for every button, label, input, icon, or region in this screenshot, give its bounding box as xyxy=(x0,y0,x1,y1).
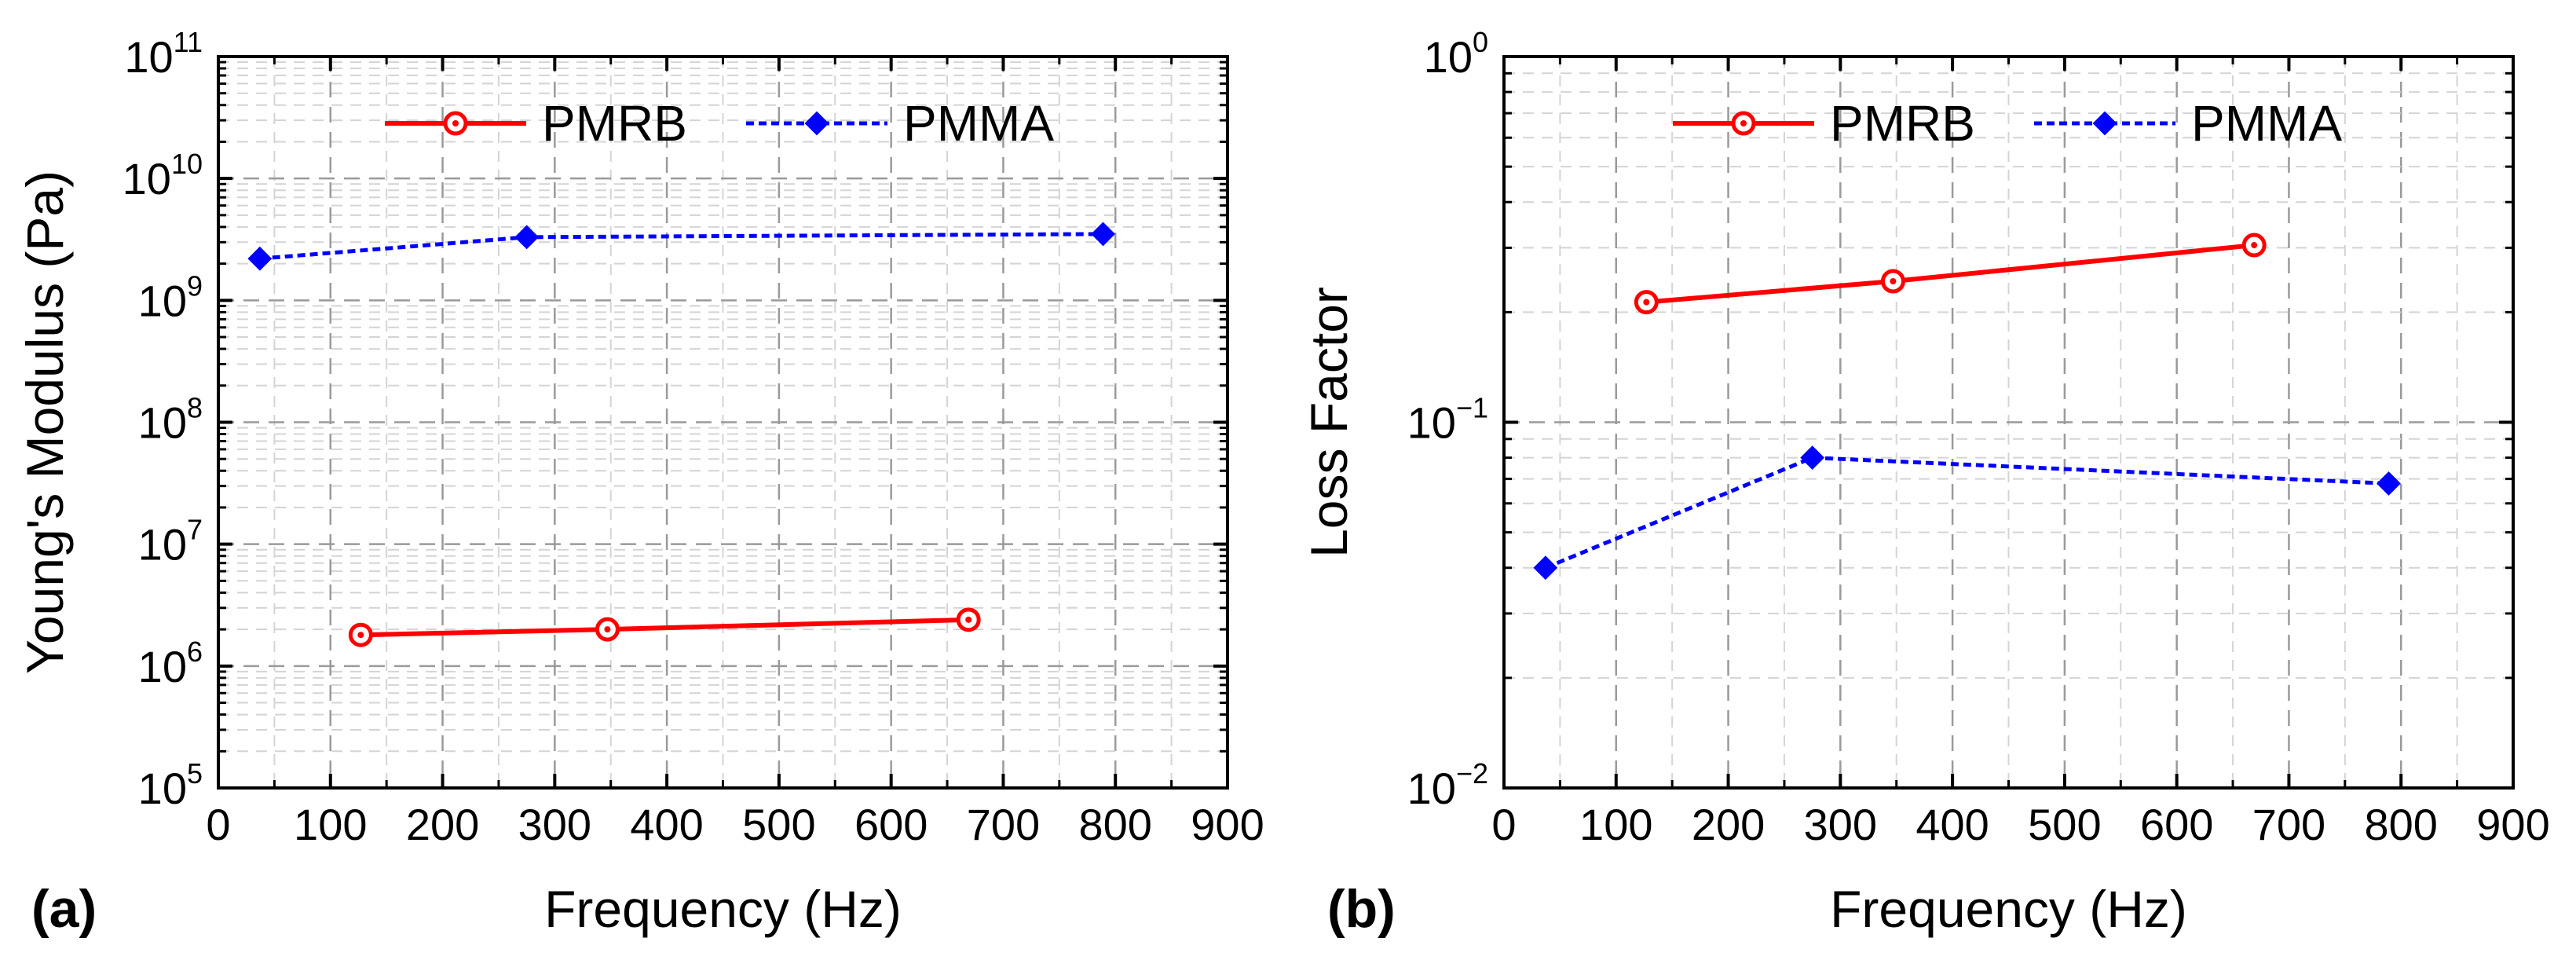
data-point-pmrb xyxy=(595,617,620,642)
legend-marker-pmma xyxy=(804,111,829,136)
data-point-pmma xyxy=(1800,445,1825,471)
y-tick-label: 109 xyxy=(138,269,203,325)
legend-label-pmrb: PMRB xyxy=(1830,95,1975,152)
x-tick-label: 500 xyxy=(742,800,815,849)
x-tick-label: 300 xyxy=(518,800,591,849)
y-tick-label: 106 xyxy=(138,636,203,691)
y-tick-label: 100 xyxy=(1424,26,1488,82)
grid xyxy=(1504,57,2513,788)
series-group xyxy=(1533,233,2401,581)
x-tick-label: 0 xyxy=(1491,800,1516,849)
x-tick-label: 100 xyxy=(1579,800,1652,849)
legend-marker-pmma xyxy=(2092,111,2117,136)
marker-center xyxy=(2251,242,2258,249)
data-point-pmrb xyxy=(2241,233,2267,258)
data-point-pmma xyxy=(514,225,540,250)
marker-center xyxy=(604,626,611,633)
y-tick-label: 1011 xyxy=(124,26,203,82)
x-tick-label: 800 xyxy=(1079,800,1152,849)
y-axis: 105 106 107 108 109 1010 1011 xyxy=(123,26,1228,813)
x-tick-label: 300 xyxy=(1804,800,1877,849)
x-tick-label: 200 xyxy=(1692,800,1765,849)
data-point-pmma xyxy=(247,246,273,271)
x-tick-label: 900 xyxy=(2476,800,2549,849)
panel-label: (b) xyxy=(1327,879,1396,939)
y-tick-label: 105 xyxy=(138,757,203,813)
x-tick-label: 700 xyxy=(967,800,1040,849)
x-axis: 0 100 200 300 400 500 600 700 800 900 xyxy=(1491,57,2550,849)
panel-label: (a) xyxy=(31,879,97,939)
y-axis: 10−2 10−1 100 xyxy=(1407,26,2513,813)
x-axis: 0 100 200 300 400 500 600 700 800 900 xyxy=(206,57,1264,849)
x-tick-label: 0 xyxy=(206,800,230,849)
marker-center xyxy=(965,616,972,623)
data-point-pmrb xyxy=(348,622,373,647)
x-tick-label: 900 xyxy=(1191,800,1264,849)
legend-marker-pmrb xyxy=(1731,111,1756,136)
data-point-pmma xyxy=(1533,555,1558,581)
x-tick-label: 600 xyxy=(2140,800,2213,849)
y-axis-title: Young's Modulus (Pa) xyxy=(16,170,74,674)
x-axis-title: Frequency (Hz) xyxy=(1830,880,2187,938)
x-tick-label: 400 xyxy=(630,800,703,849)
marker-center xyxy=(1890,278,1897,285)
series-line-pmma xyxy=(1544,456,2389,570)
data-point-pmma xyxy=(2377,471,2401,496)
grid xyxy=(218,57,1228,788)
y-tick-label: 1010 xyxy=(123,148,203,203)
x-tick-label: 400 xyxy=(1916,800,1989,849)
legend: PMRB PMMA xyxy=(1673,95,2342,152)
legend-label-pmrb: PMRB xyxy=(542,95,687,152)
y-axis-title: Loss Factor xyxy=(1300,287,1358,558)
data-point-pmma xyxy=(1091,222,1115,247)
panel-a: 0 100 200 300 400 500 600 700 800 900 105 106 107 108… xyxy=(16,26,1264,939)
y-tick-label: 10−1 xyxy=(1407,392,1488,448)
data-point-pmrb xyxy=(1880,269,1905,294)
x-axis-title: Frequency (Hz) xyxy=(544,880,902,938)
y-tick-label: 10−2 xyxy=(1407,757,1488,813)
marker-center xyxy=(357,632,364,639)
x-tick-label: 500 xyxy=(2028,800,2101,849)
legend-marker-pmrb xyxy=(443,111,468,136)
data-point-pmrb xyxy=(1634,290,1659,315)
x-tick-label: 800 xyxy=(2365,800,2438,849)
y-tick-label: 108 xyxy=(138,392,203,448)
x-tick-label: 100 xyxy=(294,800,367,849)
x-tick-label: 600 xyxy=(854,800,928,849)
legend: PMRB PMMA xyxy=(385,95,1054,152)
marker-center xyxy=(452,120,459,126)
x-tick-label: 200 xyxy=(406,800,479,849)
data-point-pmrb xyxy=(956,607,981,632)
legend-label-pmma: PMMA xyxy=(903,95,1054,152)
panel-b: 0 100 200 300 400 500 600 700 800 900 10−2 10−1 100 F… xyxy=(1300,26,2550,939)
legend-label-pmma: PMMA xyxy=(2191,95,2342,152)
marker-center xyxy=(1740,120,1747,126)
series-group xyxy=(247,222,1115,647)
y-tick-label: 107 xyxy=(138,514,203,570)
marker-center xyxy=(1643,299,1650,306)
x-tick-label: 700 xyxy=(2252,800,2325,849)
